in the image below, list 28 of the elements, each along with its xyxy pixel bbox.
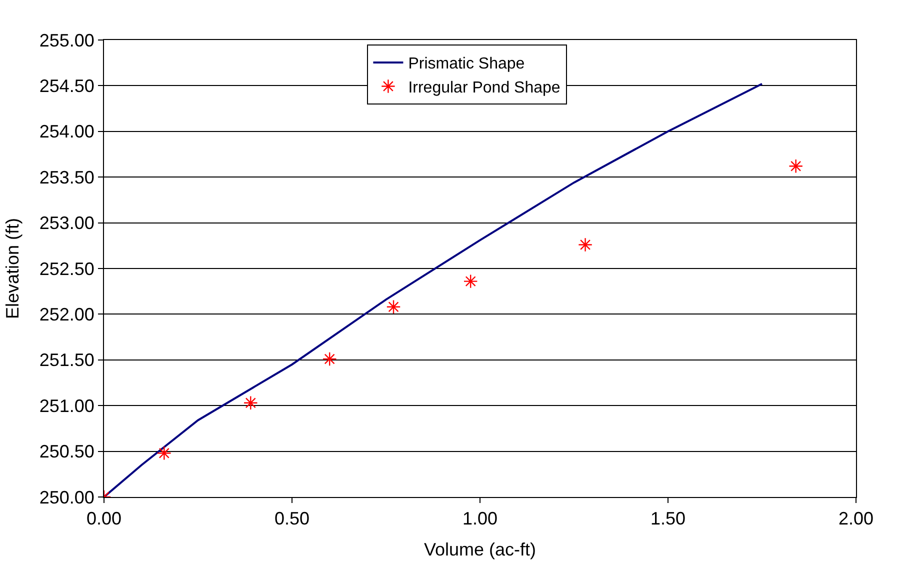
x-tick-label: 0.50 bbox=[274, 508, 310, 529]
y-tick-label: 250.00 bbox=[39, 487, 94, 508]
line-series bbox=[104, 82, 763, 497]
point bbox=[788, 158, 804, 174]
point bbox=[243, 396, 258, 410]
point bbox=[578, 238, 592, 252]
y-axis-title: Elevation (ft) bbox=[2, 218, 23, 320]
x-tick-label: 1.00 bbox=[462, 508, 498, 529]
point bbox=[386, 300, 401, 314]
y-tick-label: 253.00 bbox=[39, 213, 94, 234]
x-tick-label: 2.00 bbox=[838, 508, 874, 529]
point bbox=[322, 352, 337, 366]
x-tick-label: 1.50 bbox=[650, 508, 686, 529]
x-tick-label: 0.00 bbox=[86, 508, 122, 529]
y-tick-label: 252.50 bbox=[39, 258, 94, 279]
y-tick-label: 253.50 bbox=[39, 167, 94, 188]
legend-label: Prismatic Shape bbox=[408, 56, 525, 73]
y-tick-label: 250.50 bbox=[39, 442, 94, 462]
point bbox=[463, 274, 478, 288]
y-tick-label: 251.50 bbox=[39, 350, 94, 370]
x-axis-title: Volume (ac-ft) bbox=[424, 540, 536, 560]
y-tick-label: 254.50 bbox=[39, 76, 94, 96]
y-tick-label: 255.00 bbox=[39, 30, 94, 50]
y-tick-label: 254.00 bbox=[39, 122, 94, 142]
y-tick-label: 252.00 bbox=[39, 304, 94, 324]
legend-label: Irregular Pond Shape bbox=[408, 80, 560, 97]
y-tick-label: 251.00 bbox=[39, 396, 94, 416]
point bbox=[156, 446, 172, 460]
